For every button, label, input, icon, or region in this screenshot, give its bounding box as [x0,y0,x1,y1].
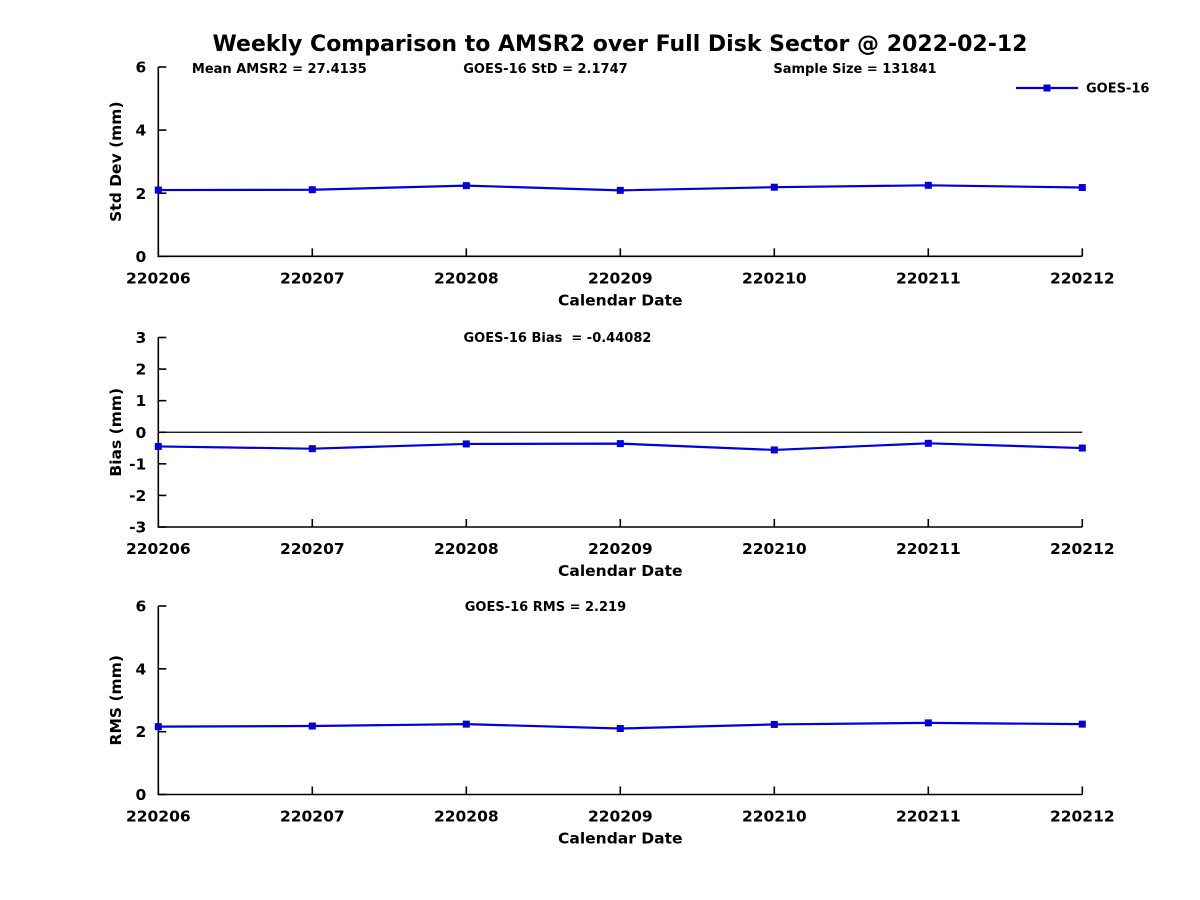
x-tick-label: 220206 [126,808,191,826]
y-tick-label: -2 [129,487,146,505]
y-axis-label: Bias (mm) [107,388,125,477]
axes-frame [157,606,1083,796]
data-point-marker [770,720,778,728]
y-tick-label: 0 [136,786,147,804]
x-tick-label: 220210 [742,808,807,826]
data-point-marker [154,186,162,194]
legend-marker [1043,84,1051,92]
x-tick-label: 220212 [1050,269,1115,287]
data-point-marker [462,182,470,190]
annotation: Sample Size = 131841 [773,62,936,77]
y-tick-label: 6 [136,59,147,77]
data-point-marker [924,439,932,447]
data-point-marker [616,186,624,194]
x-tick-label: 220210 [742,269,807,287]
data-point-marker [308,722,316,730]
y-tick-label: -3 [129,519,146,537]
y-tick-label: 4 [136,122,147,140]
x-tick-label: 220211 [896,808,961,826]
data-point-marker [924,719,932,727]
x-tick-label: 220208 [434,808,499,826]
data-point-marker [616,440,624,448]
data-point-marker [308,186,316,194]
y-tick-label: 2 [136,361,147,379]
x-tick-label: 220209 [588,540,653,558]
data-point-marker [924,181,932,189]
y-tick-label: 2 [136,185,147,203]
page-title: Weekly Comparison to AMSR2 over Full Dis… [212,32,1028,57]
y-tick-label: -1 [129,455,146,473]
x-tick-label: 220211 [896,269,961,287]
axes-frame [157,67,1083,258]
data-point-marker [462,440,470,448]
x-tick-label: 220206 [126,540,191,558]
y-tick-label: 0 [136,424,147,442]
x-tick-label: 220210 [742,540,807,558]
data-point-marker [770,446,778,454]
y-tick-label: 1 [136,392,147,410]
x-tick-label: 220212 [1050,540,1115,558]
y-tick-label: 4 [136,660,147,678]
x-axis-label: Calendar Date [558,562,683,580]
y-axis-label: RMS (mm) [107,655,125,745]
data-point-marker [308,445,316,453]
x-axis-label: Calendar Date [558,830,683,848]
y-tick-label: 2 [136,723,147,741]
x-tick-label: 220208 [434,269,499,287]
x-tick-label: 220206 [126,269,191,287]
y-tick-label: 6 [136,598,147,616]
x-tick-label: 220212 [1050,808,1115,826]
x-tick-label: 220207 [280,269,345,287]
y-tick-label: 3 [136,329,147,347]
y-tick-label: 0 [136,248,147,266]
data-point-marker [1078,720,1086,728]
x-tick-label: 220209 [588,269,653,287]
x-tick-label: 220207 [280,540,345,558]
data-point-marker [770,183,778,191]
annotation: Mean AMSR2 = 27.4135 [192,62,367,77]
data-point-marker [462,720,470,728]
x-tick-label: 220211 [896,540,961,558]
x-tick-label: 220208 [434,540,499,558]
y-axis-label: Std Dev (mm) [107,101,125,221]
annotation: GOES-16 RMS = 2.219 [465,600,626,615]
data-point-marker [616,725,624,733]
legend-label: GOES-16 [1086,82,1149,97]
x-axis-label: Calendar Date [558,291,683,309]
data-point-marker [154,723,162,731]
data-point-marker [1078,444,1086,452]
data-point-marker [1078,184,1086,192]
x-tick-label: 220209 [588,808,653,826]
x-tick-label: 220207 [280,808,345,826]
annotation: GOES-16 StD = 2.1747 [463,62,627,77]
annotation: GOES-16 Bias = -0.44082 [463,331,651,346]
data-point-marker [154,442,162,450]
